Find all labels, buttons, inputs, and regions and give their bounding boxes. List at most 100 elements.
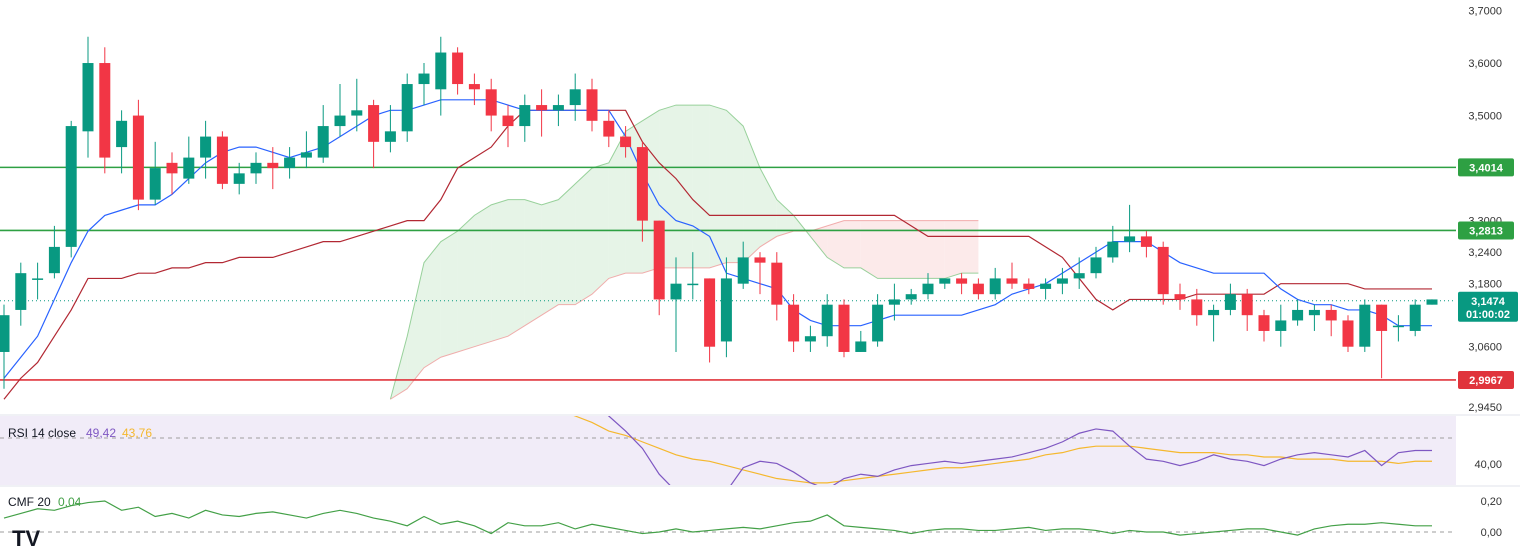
candle[interactable] [1140,231,1152,258]
candle[interactable] [1191,288,1203,326]
candle[interactable] [821,294,833,347]
candle[interactable] [1006,262,1018,289]
candle[interactable] [99,47,111,174]
candle[interactable] [1359,299,1371,352]
candle[interactable] [116,110,128,174]
candle[interactable] [1124,204,1136,253]
price-level-tag[interactable] [1458,158,1514,177]
candle[interactable] [435,36,447,116]
candle[interactable] [872,294,884,347]
candle[interactable] [1292,299,1304,326]
candle[interactable] [1056,267,1068,295]
candle[interactable] [216,131,228,190]
candle[interactable] [1392,315,1404,342]
candle[interactable] [267,147,279,190]
candle[interactable] [1073,257,1085,289]
candle[interactable] [401,73,413,142]
candle[interactable] [452,47,464,95]
candle[interactable] [956,273,968,295]
candle[interactable] [15,262,27,326]
candle[interactable] [636,141,648,242]
cmf-pane[interactable]: 0,20 0,00 [0,414,1520,539]
candle[interactable] [1275,304,1287,347]
candle[interactable] [1325,304,1337,337]
price-level-tag[interactable] [1458,370,1514,389]
candle[interactable] [519,94,531,142]
candle[interactable] [132,99,144,211]
candle[interactable] [0,304,10,389]
candle[interactable] [536,89,548,137]
candle[interactable] [384,105,396,153]
candle[interactable] [1208,304,1220,342]
candle[interactable] [1224,283,1236,316]
candle[interactable] [1023,278,1035,295]
rsi-pane[interactable]: 40,00 [0,401,1520,496]
candle[interactable] [166,152,178,195]
candle[interactable] [603,110,615,148]
candle[interactable] [670,257,682,352]
candle[interactable] [317,105,329,163]
candle[interactable] [1157,241,1169,305]
candle[interactable] [1040,278,1052,300]
price-axis[interactable]: 3,70003,60003,50003,30003,24003,18003,06… [1458,6,1518,415]
candle[interactable] [687,252,699,300]
candle[interactable] [855,330,867,352]
candle[interactable] [922,273,934,300]
rsi-legend[interactable]: RSI 14 close 49,42 43,76 [8,426,152,440]
candle[interactable] [905,288,917,305]
candle[interactable] [704,278,716,363]
main-pane[interactable] [0,36,1456,400]
candle[interactable] [1426,299,1438,305]
candle[interactable] [989,267,1001,300]
candle[interactable] [1090,246,1102,279]
candle[interactable] [1241,288,1253,331]
candle[interactable] [1107,225,1119,263]
price-level-tag[interactable] [1458,221,1514,240]
candle[interactable] [754,252,766,295]
candle[interactable] [804,325,816,352]
candle[interactable] [485,78,497,132]
candle[interactable] [1342,315,1354,352]
candle[interactable] [569,73,581,121]
current-price-tag[interactable] [1458,291,1518,322]
candle[interactable] [788,294,800,352]
candle[interactable] [368,99,380,169]
candle[interactable] [972,278,984,300]
candle[interactable] [65,120,77,258]
candle[interactable] [771,252,783,321]
candle[interactable] [737,241,749,289]
candle[interactable] [183,136,195,184]
candle[interactable] [468,73,480,106]
candle[interactable] [300,131,312,169]
candle[interactable] [284,147,296,179]
cmf-legend[interactable]: CMF 20 0,04 [8,495,82,509]
candle[interactable] [233,162,245,195]
candle[interactable] [939,278,951,289]
candle[interactable] [838,299,850,358]
candle[interactable] [351,78,363,132]
candle[interactable] [418,63,430,106]
candle-body [1208,309,1220,316]
candle[interactable] [334,84,346,137]
candle[interactable] [32,262,44,300]
candle[interactable] [502,105,514,148]
candle[interactable] [1258,309,1270,342]
candle[interactable] [720,257,732,358]
candle[interactable] [1409,299,1421,337]
candle[interactable] [1376,304,1388,379]
candle[interactable] [48,225,60,279]
candle[interactable] [1308,304,1320,331]
candle[interactable] [552,94,564,127]
candle[interactable] [82,36,94,158]
candle-body [1224,294,1236,310]
candle[interactable] [149,141,161,205]
candle[interactable] [888,283,900,321]
candle[interactable] [653,220,665,316]
candle[interactable] [200,120,212,179]
candle[interactable] [250,152,262,184]
candle[interactable] [620,126,632,158]
candle[interactable] [586,78,598,132]
candle[interactable] [1174,283,1186,310]
